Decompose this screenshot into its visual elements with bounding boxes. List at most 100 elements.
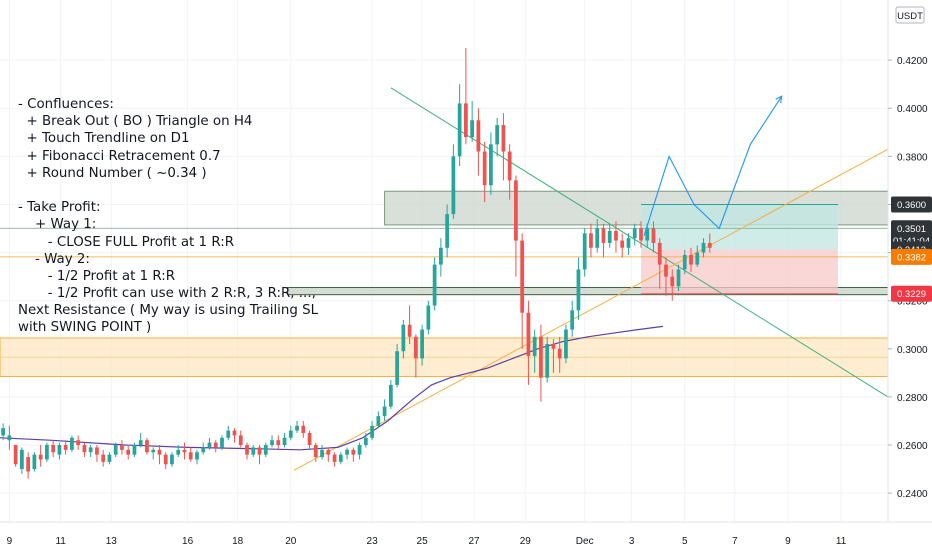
candle-body <box>526 312 531 357</box>
moving-average-line <box>0 325 663 451</box>
candle-body <box>45 445 49 460</box>
candle-body <box>20 449 24 470</box>
candle-body <box>88 447 93 453</box>
price-label-bg <box>891 220 932 237</box>
annotation-line: - 1/2 Profit can use with 2 R:R, 3 R:R, … <box>18 286 316 302</box>
candle-body <box>645 228 650 241</box>
candle-body <box>263 445 268 455</box>
candle-body <box>213 442 218 448</box>
candle-body <box>276 440 281 446</box>
x-tick-label: 9 <box>785 536 791 547</box>
candle-body <box>620 240 625 248</box>
candle-body <box>357 445 362 455</box>
candle-body <box>326 449 331 455</box>
candle-body <box>426 305 431 330</box>
candle-body <box>707 242 712 248</box>
candle-body <box>401 324 406 352</box>
candle-body <box>557 348 562 359</box>
trend-lines <box>0 87 889 471</box>
candle-body <box>470 120 475 138</box>
candle-body <box>376 416 381 426</box>
y-tick-label: 0.3000 <box>897 345 928 356</box>
candle-body <box>457 103 462 157</box>
x-tick-label: 18 <box>232 536 244 547</box>
x-tick-label: 13 <box>106 536 118 547</box>
candle-body <box>407 324 412 337</box>
candle-body <box>63 445 68 450</box>
x-tick-label: 11 <box>55 536 66 547</box>
target-zone <box>640 204 838 250</box>
candle-body <box>157 449 162 455</box>
y-tick-label: 0.4000 <box>897 104 928 115</box>
candle-body <box>532 336 537 357</box>
candle-body <box>639 228 643 241</box>
x-tick-label: 20 <box>285 536 297 547</box>
candle-body <box>689 254 693 265</box>
candlestick-series <box>1 48 712 479</box>
x-tick-label: 3 <box>629 536 635 547</box>
candle-body <box>195 452 199 460</box>
price-label-text: 0.3501 <box>897 224 926 235</box>
candle-body <box>163 454 168 465</box>
annotation-line <box>18 182 318 199</box>
candle-body <box>120 445 124 450</box>
candle-body <box>132 445 137 455</box>
candle-body <box>238 435 243 446</box>
candle-body <box>351 449 356 455</box>
candle-body <box>226 430 231 438</box>
candle-body <box>76 440 81 446</box>
candle-body <box>601 228 606 243</box>
candle-body <box>145 440 149 453</box>
candle-body <box>520 240 525 313</box>
price-label-bg <box>891 248 932 265</box>
price-axis[interactable]: 0.42000.40000.38000.36000.34000.32000.30… <box>887 0 928 522</box>
candle-body <box>7 435 12 441</box>
candle-body <box>257 447 262 455</box>
candle-body <box>320 449 324 458</box>
candle-body <box>451 156 456 215</box>
chart-zones <box>0 190 889 377</box>
time-axis[interactable]: 9 11 13 16 18 20 23 25 27 29 Dec 3 5 7 9 11 <box>0 521 932 547</box>
annotation-line: - Take Profit: <box>18 200 101 216</box>
candle-body <box>151 449 156 453</box>
candle-body <box>101 454 106 462</box>
candle-body <box>626 238 631 248</box>
annotation-line: with SWING POINT ) <box>18 320 152 336</box>
annotation-line: + Break Out ( BO ) Triangle on H4 <box>18 114 253 130</box>
x-tick-label: 5 <box>682 536 688 547</box>
candle-body <box>670 276 675 287</box>
candle-body <box>438 247 443 265</box>
candle-body <box>363 437 368 446</box>
projection-path <box>643 95 783 236</box>
price-label-text: 0.3382 <box>897 252 926 263</box>
candle-body <box>695 252 700 265</box>
candle-body <box>207 442 212 448</box>
candle-body <box>564 329 568 359</box>
candle-body <box>676 269 681 287</box>
candle-body <box>270 440 274 446</box>
x-tick-label: 25 <box>417 536 429 547</box>
x-tick-label: 29 <box>520 536 532 547</box>
candle-body <box>26 457 31 472</box>
candle-body <box>576 269 581 311</box>
candle-body <box>370 425 374 438</box>
candle-body <box>1 428 6 436</box>
candle-body <box>420 329 424 359</box>
candle-body <box>545 343 550 378</box>
candle-body <box>445 214 450 248</box>
candle-body <box>313 445 318 458</box>
y-tick-label: 0.2800 <box>897 393 928 404</box>
x-tick-label: 23 <box>367 536 379 547</box>
candle-body <box>614 230 618 241</box>
annotation-line: - Way 2: <box>18 251 90 267</box>
annotation-line: + Touch Trendline on D1 <box>18 131 190 147</box>
currency-badge[interactable]: USDT <box>895 6 925 24</box>
candle-body <box>107 454 112 462</box>
candle-body <box>307 432 312 446</box>
candle-body <box>464 103 468 138</box>
annotation-line: + Round Number ( ~0.34 ) <box>18 165 207 181</box>
y-tick-label: 0.3800 <box>897 152 928 163</box>
annotation-line: - 1/2 Profit at 1 R:R <box>18 268 176 284</box>
candle-body <box>595 228 600 248</box>
